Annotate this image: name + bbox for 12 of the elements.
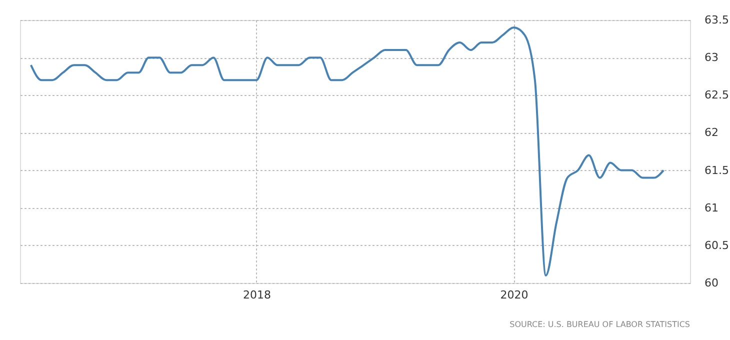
x-tick-label: 2018 — [242, 288, 271, 302]
y-tick-label: 60.5 — [704, 238, 729, 252]
line-series — [30, 26, 665, 276]
y-tick-label: 62 — [704, 126, 718, 140]
y-tick-label: 61.5 — [704, 164, 729, 177]
y-tick-label: 60 — [704, 276, 718, 290]
y-tick-label: 63.5 — [704, 14, 729, 26]
y-tick-label: 62.5 — [704, 88, 729, 102]
source-note: SOURCE: U.S. BUREAU OF LABOR STATISTICS — [510, 320, 690, 329]
y-tick-label: 63 — [704, 51, 718, 64]
y-tick-label: 61 — [704, 201, 718, 214]
x-tick-label: 2020 — [500, 288, 528, 302]
